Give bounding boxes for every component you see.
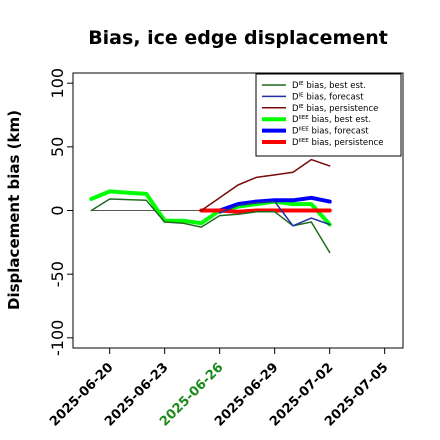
y-tick-label: 50: [48, 137, 67, 157]
chart-title: Bias, ice edge displacement: [88, 27, 388, 49]
legend-entry: DIE bias, persistence: [292, 104, 378, 114]
legend-entry: DIE bias, best est.: [292, 81, 366, 91]
legend-entry: DIIEE bias, persistence: [292, 138, 383, 148]
series-line: [200, 158, 331, 212]
y-axis-label: Displacement bias (km): [5, 110, 23, 310]
series-line: [89, 189, 332, 227]
legend-entry: DIIEE bias, best est.: [292, 115, 371, 125]
y-tick-label: 0: [48, 205, 67, 215]
series-line: [218, 200, 331, 227]
legend-entry: DIIEE bias, forecast: [292, 127, 369, 137]
series-line: [199, 208, 332, 214]
plot-area: -100-500501002025-06-202025-06-232025-06…: [47, 68, 404, 430]
y-tick-label: -100: [48, 320, 67, 356]
y-tick-label: 100: [48, 68, 67, 99]
legend-entry: DIE bias, forecast: [292, 92, 364, 102]
y-tick-label: -50: [48, 261, 67, 287]
series-line: [217, 195, 332, 213]
